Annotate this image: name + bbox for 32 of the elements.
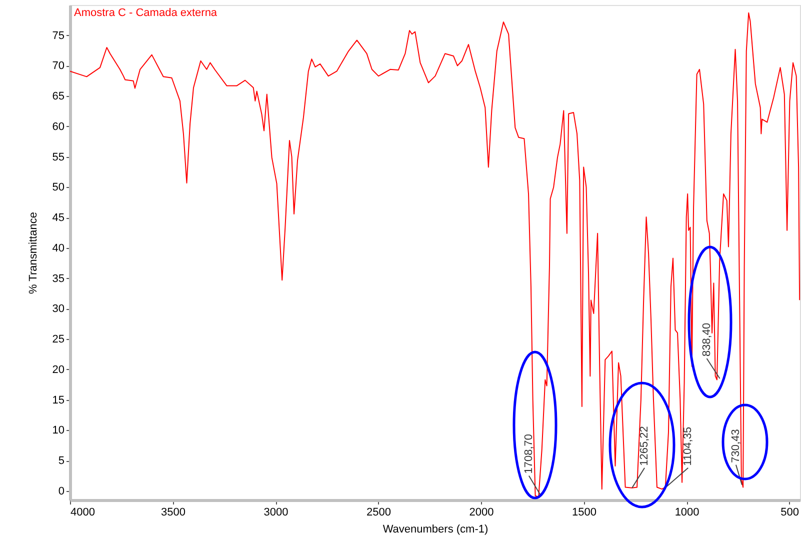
y-tick-label: 50 [52, 182, 64, 194]
y-tick-label: 35 [52, 272, 64, 285]
y-axis-title: % Transmittance [27, 212, 40, 294]
y-tick-label: 5 [58, 455, 64, 468]
y-tick-label: 20 [52, 364, 64, 376]
y-tick-label: 25 [52, 334, 64, 346]
annotation: 730,43 [730, 429, 742, 463]
x-tick-label: 2000 [469, 506, 494, 518]
y-tick-label: 75 [52, 30, 64, 42]
y-tick-label: 40 [52, 242, 64, 254]
y-tick-label: 60 [52, 120, 64, 133]
y-tick-label: 15 [52, 394, 64, 406]
annotation: 1104,35 [682, 426, 694, 466]
x-tick-label: 3500 [161, 506, 186, 518]
y-tick-label: 55 [52, 151, 64, 164]
x-tick-label: 3000 [264, 506, 288, 518]
y-tick-label: 30 [52, 303, 64, 316]
x-axis-title: Wavenumbers (cm-1) [382, 524, 488, 536]
text: Amostra C - Camada externa [74, 7, 218, 19]
annotation: 1708,70 [522, 434, 535, 474]
y-tick-label: 65 [52, 90, 64, 103]
annotation: 1265,22 [638, 426, 651, 466]
x-tick-label: 1000 [674, 506, 700, 518]
y-tick-label: 0 [58, 485, 64, 498]
x-tick-label: 1500 [572, 506, 597, 518]
y-tick-label: 70 [52, 60, 64, 72]
x-tick-label: 2500 [366, 506, 392, 518]
x-tick-label: 4000 [70, 506, 95, 518]
y-tick-label: 45 [52, 212, 64, 224]
x-tick-label: 500 [780, 506, 799, 518]
annotation: 838,40 [700, 322, 713, 357]
y-tick-label: 10 [52, 424, 64, 437]
